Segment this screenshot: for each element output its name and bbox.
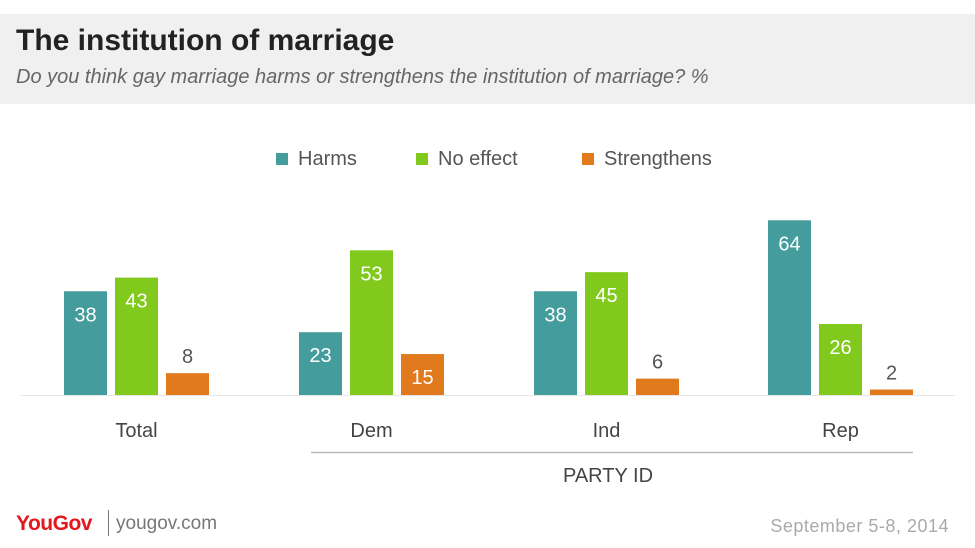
category-label: Total [115, 420, 157, 442]
survey-date: September 5-8, 2014 [770, 516, 949, 536]
category-label: Rep [822, 420, 859, 442]
footer-divider [108, 510, 109, 536]
data-label: 8 [182, 346, 193, 368]
bar-total-harms [64, 291, 107, 395]
bar-rep-harms [768, 220, 811, 395]
bar-dem-no-effect [350, 250, 393, 395]
chart-subtitle: Do you think gay marriage harms or stren… [16, 66, 709, 88]
bar-total-no-effect [115, 277, 158, 395]
data-label: 15 [411, 367, 433, 389]
data-label: 45 [595, 285, 617, 307]
bar-ind-no-effect [585, 272, 628, 395]
footer-url: yougov.com [116, 513, 218, 534]
data-label: 23 [309, 345, 331, 367]
legend-item-strengthens: Strengthens [582, 146, 712, 172]
bar-dem-strengthens [401, 354, 444, 395]
legend-item-harms: Harms [276, 146, 357, 172]
data-label: 43 [125, 291, 147, 313]
data-label: 53 [360, 263, 382, 285]
legend-label-strengthens: Strengthens [604, 147, 712, 170]
legend-swatch-strengthens [582, 153, 594, 165]
bar-rep-strengthens [870, 389, 913, 395]
bar-ind-harms [534, 291, 577, 395]
category-label: Dem [350, 420, 392, 442]
bar-dem-harms [299, 332, 342, 395]
bar-rep-no-effect [819, 324, 862, 395]
legend-swatch-harms [276, 153, 288, 165]
chart-title: The institution of marriage [16, 24, 395, 57]
bar-ind-strengthens [636, 378, 679, 395]
data-label: 38 [544, 304, 566, 326]
data-label: 2 [886, 363, 897, 385]
legend-label-no-effect: No effect [438, 147, 518, 170]
data-label: 6 [652, 352, 663, 374]
yougov-logo: YouGov [16, 512, 92, 535]
legend-label-harms: Harms [298, 147, 357, 170]
bar-chart: 38 43 8 Total 23 53 15 Dem 38 45 6 Ind 64 26 2 Rep PARTY… [20, 220, 955, 487]
data-label: 64 [778, 233, 800, 255]
data-label: 38 [74, 304, 96, 326]
legend-swatch-no-effect [416, 153, 428, 165]
category-label: Ind [593, 420, 621, 442]
data-label: 26 [829, 337, 851, 359]
legend-item-no-effect: No effect [416, 146, 518, 172]
header-panel: The institution of marriage Do you think… [0, 14, 975, 104]
bar-total-strengthens [166, 373, 209, 395]
legend: Harms No effect Strengthens [0, 146, 975, 172]
group-label: PARTY ID [563, 465, 653, 487]
